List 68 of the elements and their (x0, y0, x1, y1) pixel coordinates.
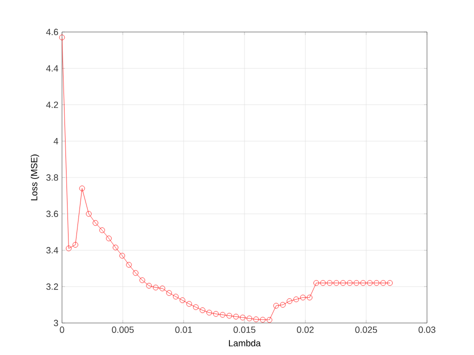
y-tick-label: 4.6 (46, 28, 58, 36)
y-tick-label: 3.6 (46, 210, 58, 218)
point (66, 246, 72, 252)
point (246, 316, 252, 322)
x-tick-label: 0 (60, 326, 64, 333)
point (387, 280, 393, 286)
point (106, 236, 112, 242)
point (380, 280, 386, 286)
point (346, 280, 353, 286)
point (172, 294, 179, 300)
y-tick-label: 4.4 (46, 65, 58, 72)
point (367, 280, 373, 286)
point (79, 186, 85, 192)
point (132, 270, 138, 276)
point (112, 244, 118, 250)
point (260, 316, 266, 323)
point (273, 302, 279, 309)
x-tick-label: 0.005 (112, 326, 134, 333)
point (193, 304, 199, 310)
point (354, 280, 360, 286)
point (320, 280, 326, 286)
point (340, 280, 346, 286)
x-tick-label: 0.01 (175, 326, 192, 333)
x-tick-label: 0.03 (418, 326, 436, 333)
point (180, 297, 186, 304)
point (253, 316, 259, 322)
point (226, 312, 232, 319)
x-tick-label: 0.025 (355, 326, 378, 333)
point (126, 262, 132, 268)
point (280, 302, 286, 308)
x-tick-label: 0.015 (234, 326, 256, 333)
point (86, 211, 92, 217)
x-tick-label: 0.02 (296, 326, 314, 333)
point (306, 294, 312, 300)
y-axis-title: Loss (MSE) (30, 154, 40, 200)
point (72, 242, 78, 248)
y-tick-label: 4.2 (46, 102, 58, 108)
point (119, 252, 126, 258)
y-tick-label: 3.4 (46, 247, 58, 254)
y-tick-label: 3 (54, 320, 58, 326)
y-tick-label: 4 (54, 138, 58, 144)
point (59, 34, 65, 40)
point (313, 280, 320, 286)
point (206, 310, 212, 316)
point (374, 280, 380, 286)
point (152, 284, 158, 290)
point (166, 290, 172, 296)
point (213, 311, 219, 317)
point (266, 317, 272, 323)
point (233, 314, 239, 320)
point (286, 298, 292, 304)
point (360, 280, 366, 286)
point (160, 286, 166, 292)
y-tick-label: 3.8 (46, 174, 58, 181)
point (92, 220, 98, 226)
x-axis-title: Lambda (228, 340, 261, 346)
point (334, 280, 340, 286)
y-tick-label: 3.2 (46, 283, 58, 290)
point (326, 280, 332, 286)
point (220, 312, 226, 318)
point (240, 314, 246, 320)
point (99, 227, 105, 234)
point (140, 277, 146, 284)
point (200, 307, 206, 314)
point (293, 296, 300, 302)
point (146, 282, 152, 288)
point (300, 294, 306, 300)
point (186, 301, 192, 307)
